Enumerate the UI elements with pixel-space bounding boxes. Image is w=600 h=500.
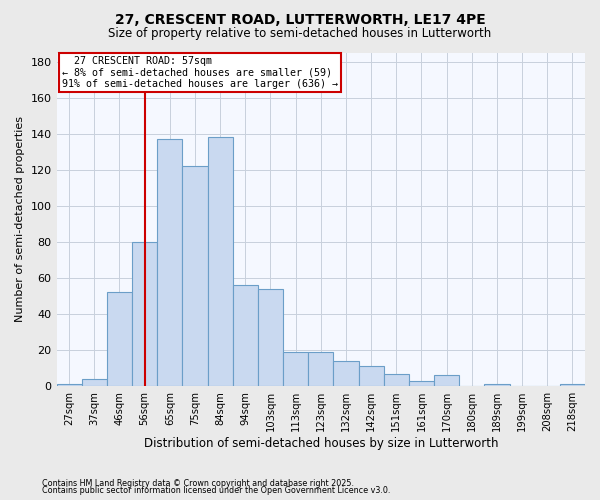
Bar xyxy=(434,376,459,386)
Text: Contains HM Land Registry data © Crown copyright and database right 2025.: Contains HM Land Registry data © Crown c… xyxy=(42,478,354,488)
Bar xyxy=(233,285,258,386)
Y-axis label: Number of semi-detached properties: Number of semi-detached properties xyxy=(15,116,25,322)
Text: 27, CRESCENT ROAD, LUTTERWORTH, LE17 4PE: 27, CRESCENT ROAD, LUTTERWORTH, LE17 4PE xyxy=(115,12,485,26)
Bar xyxy=(157,139,182,386)
Bar xyxy=(359,366,383,386)
Bar xyxy=(132,242,157,386)
Bar xyxy=(484,384,509,386)
Bar xyxy=(409,381,434,386)
Bar xyxy=(383,374,409,386)
Bar xyxy=(208,138,233,386)
Text: Size of property relative to semi-detached houses in Lutterworth: Size of property relative to semi-detach… xyxy=(109,28,491,40)
Bar xyxy=(107,292,132,386)
Bar xyxy=(258,289,283,386)
Bar xyxy=(182,166,208,386)
Bar xyxy=(334,361,359,386)
Text: Contains public sector information licensed under the Open Government Licence v3: Contains public sector information licen… xyxy=(42,486,391,495)
Text: 27 CRESCENT ROAD: 57sqm
← 8% of semi-detached houses are smaller (59)
91% of sem: 27 CRESCENT ROAD: 57sqm ← 8% of semi-det… xyxy=(62,56,338,90)
X-axis label: Distribution of semi-detached houses by size in Lutterworth: Distribution of semi-detached houses by … xyxy=(143,437,498,450)
Bar xyxy=(308,352,334,386)
Bar xyxy=(283,352,308,386)
Bar xyxy=(82,379,107,386)
Bar xyxy=(56,384,82,386)
Bar xyxy=(560,384,585,386)
